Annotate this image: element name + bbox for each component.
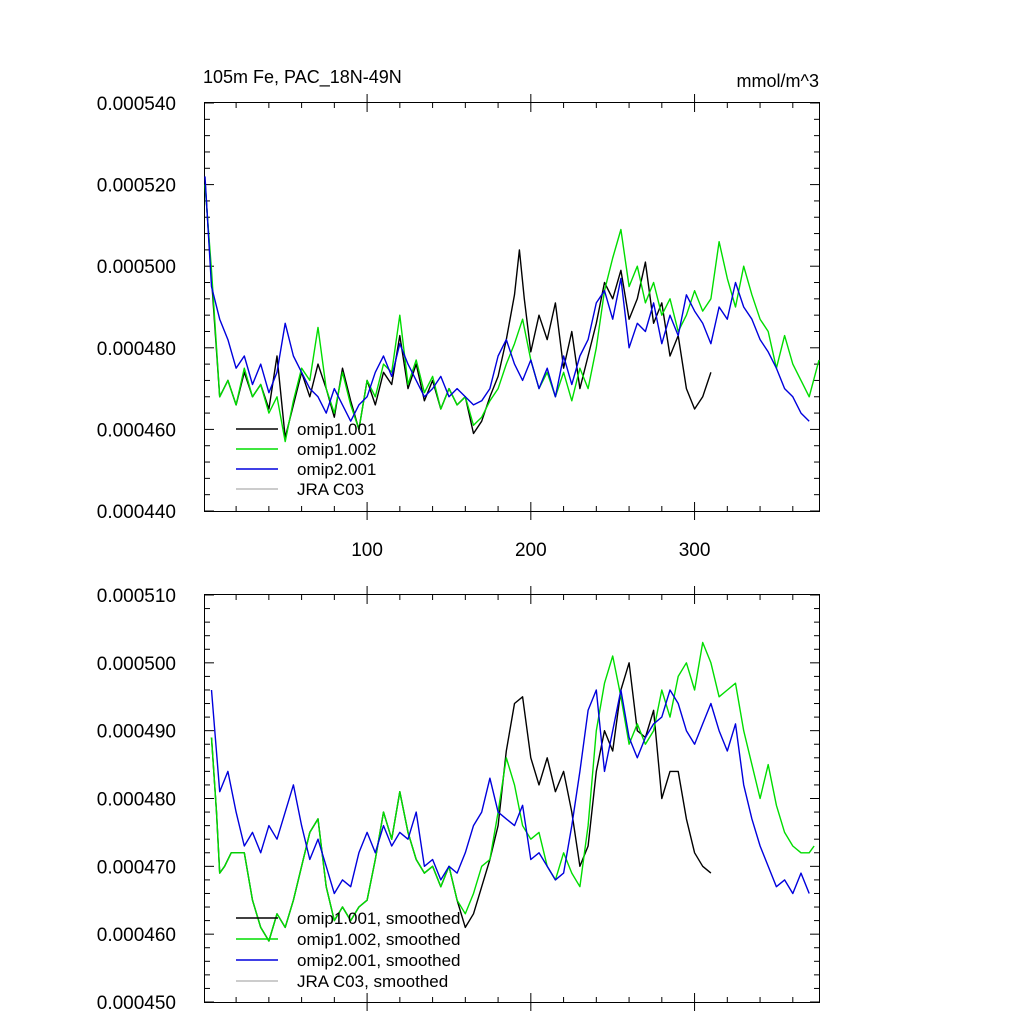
x-tick-label: 100 xyxy=(351,540,383,561)
legend-label: omip1.002 xyxy=(297,440,376,459)
series-line xyxy=(204,184,820,443)
legend-label: omip1.002, smoothed xyxy=(297,930,461,949)
series-line xyxy=(210,689,810,895)
y-tick-label: 0.000540 xyxy=(97,94,176,115)
y-tick-label: 0.000490 xyxy=(97,722,176,743)
series-line xyxy=(204,180,712,439)
series-line xyxy=(210,662,712,942)
legend-label: omip2.001 xyxy=(297,460,376,479)
top-panel: 105m Fe, PAC_18N-49N mmol/m^3 0.000440 0.… xyxy=(97,67,820,561)
y-tick-label: 0.000460 xyxy=(97,925,176,946)
x-tick-label: 200 xyxy=(515,540,547,561)
y-tick-label: 0.000450 xyxy=(97,993,176,1014)
y-tick-label: 0.000440 xyxy=(97,502,176,523)
y-tick-label: 0.000500 xyxy=(97,654,176,675)
y-tick-label: 0.000470 xyxy=(97,857,176,878)
units-label: mmol/m^3 xyxy=(737,71,819,91)
y-tick-label: 0.000460 xyxy=(97,420,176,441)
x-tick-label: 300 xyxy=(679,540,711,561)
legend-label: omip1.001 xyxy=(297,420,376,439)
y-tick-label: 0.000500 xyxy=(97,257,176,278)
y-tick-label: 0.000520 xyxy=(97,176,176,197)
chart-title: 105m Fe, PAC_18N-49N xyxy=(203,67,402,88)
legend-label: JRA C03, smoothed xyxy=(297,972,448,991)
legend-label: omip1.001, smoothed xyxy=(297,909,461,928)
plot-frame-top xyxy=(204,102,820,512)
legend-label: omip2.001, smoothed xyxy=(297,951,461,970)
series-line xyxy=(210,641,815,942)
plot-frame-bottom xyxy=(204,594,820,1003)
y-tick-label: 0.000480 xyxy=(97,790,176,811)
series-line xyxy=(204,176,810,422)
y-tick-label: 0.000510 xyxy=(97,586,176,607)
y-tick-label: 0.000480 xyxy=(97,339,176,360)
bottom-panel: 0.000450 0.000460 0.000470 0.000480 0.000490… xyxy=(97,586,820,1014)
legend-label: JRA C03 xyxy=(297,480,364,499)
